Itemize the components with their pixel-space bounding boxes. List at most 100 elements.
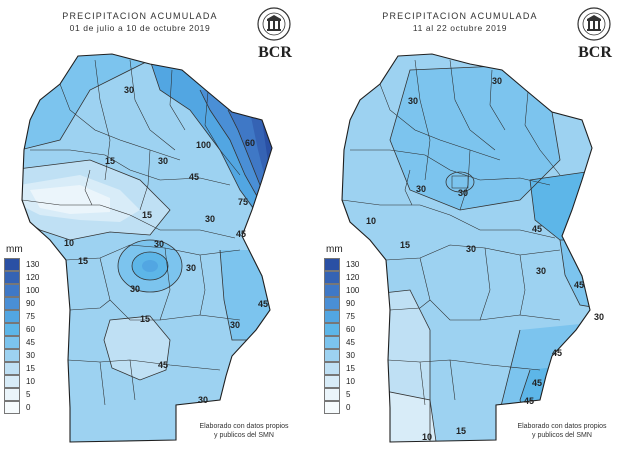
isoline-label: 30 — [416, 184, 426, 194]
isoline-label: 100 — [196, 140, 211, 150]
legend-label: 130 — [26, 260, 40, 269]
legend-unit: mm — [326, 244, 343, 255]
map-title: PRECIPITACION ACUMULADA — [62, 11, 218, 21]
isoline-label: 15 — [142, 210, 152, 220]
legend-label: 15 — [26, 364, 35, 373]
legend-item: 30 — [4, 349, 44, 362]
isoline-label: 30 — [594, 312, 604, 322]
legend-swatch — [324, 349, 340, 362]
isoline-label: 30 — [458, 188, 468, 198]
legend-swatch — [4, 258, 20, 271]
legend-label: 130 — [346, 260, 360, 269]
credit-line: Elaborado con datos propios — [199, 423, 289, 430]
legend-swatch — [4, 349, 20, 362]
brand-logo-text: BCR — [258, 44, 292, 61]
brand-logo-text: BCR — [578, 44, 612, 61]
legend-item: 0 — [4, 401, 44, 414]
isoline-label: 30 — [158, 156, 168, 166]
credit-note: Elaborado con datos propios y publicos d… — [492, 422, 632, 440]
legend-label: 5 — [26, 390, 31, 399]
legend-label: 10 — [346, 377, 355, 386]
legend-item: 75 — [4, 310, 44, 323]
legend-item: 0 — [324, 401, 364, 414]
legend-label: 120 — [346, 273, 360, 282]
isoline-label: 45 — [532, 224, 542, 234]
legend-label: 0 — [26, 403, 31, 412]
credit-line: y publicos del SMN — [214, 432, 274, 439]
legend-label: 45 — [26, 338, 35, 347]
credit-line: Elaborado con datos propios — [517, 423, 607, 430]
legend-item: 10 — [4, 375, 44, 388]
precipitation-map: 30 30 30 30 30 30 30 45 45 45 45 45 15 1… — [341, 53, 604, 443]
isoline-label: 15 — [78, 256, 88, 266]
legend-label: 120 — [26, 273, 40, 282]
legend-swatch — [324, 362, 340, 375]
legend-item: 120 — [324, 271, 364, 284]
bcr-seal-logo — [577, 7, 611, 41]
legend-item: 45 — [4, 336, 44, 349]
isoline-label: 15 — [105, 156, 115, 166]
isoline-label: 10 — [64, 238, 74, 248]
isoline-labels: 30 30 30 30 30 30 30 45 45 45 45 45 15 1… — [366, 76, 604, 442]
legend-swatch — [324, 323, 340, 336]
isoline-labels: 30 30 30 30 30 30 30 30 45 45 60 75 100 … — [64, 85, 268, 405]
legend-label: 100 — [26, 286, 40, 295]
legend-label: 5 — [346, 390, 351, 399]
legend-item: 60 — [324, 323, 364, 336]
isoline-label: 45 — [552, 348, 562, 358]
isoline-label: 30 — [466, 244, 476, 254]
legend-label: 60 — [346, 325, 355, 334]
isoline-label: 10 — [366, 216, 376, 226]
province-outline — [21, 53, 273, 443]
legend-swatch — [4, 323, 20, 336]
legend-swatch — [324, 336, 340, 349]
isoline-label: 15 — [140, 314, 150, 324]
isoline-label: 30 — [154, 239, 164, 249]
isoline-label: 30 — [408, 96, 418, 106]
legend-swatch — [4, 362, 20, 375]
province-outline — [341, 53, 593, 443]
isoline-label: 30 — [205, 214, 215, 224]
legend: mm 130 120 100 90 75 60 45 30 15 10 5 0 — [4, 244, 44, 414]
legend-swatch — [324, 284, 340, 297]
isoline-label: 15 — [456, 426, 466, 436]
legend-label: 10 — [26, 377, 35, 386]
isoline-label: 45 — [258, 299, 268, 309]
precipitation-map: 30 30 30 30 30 30 30 30 45 45 60 75 100 … — [21, 53, 273, 443]
legend-label: 75 — [346, 312, 355, 321]
legend-label: 45 — [346, 338, 355, 347]
legend-item: 130 — [4, 258, 44, 271]
legend-item: 120 — [4, 271, 44, 284]
map-subtitle: 01 de julio a 10 de octubre 2019 — [69, 23, 211, 33]
legend-label: 75 — [26, 312, 35, 321]
legend-item: 10 — [324, 375, 364, 388]
legend-item: 75 — [324, 310, 364, 323]
isoline-label: 15 — [400, 240, 410, 250]
legend-swatch — [4, 297, 20, 310]
legend-swatch — [4, 375, 20, 388]
legend-swatch — [4, 310, 20, 323]
isoline-label: 10 — [422, 432, 432, 442]
legend-label: 90 — [346, 299, 355, 308]
department-boundaries — [342, 59, 561, 406]
legend-swatch — [324, 271, 340, 284]
credit-line: y publicos del SMN — [532, 432, 592, 439]
isoline-label: 30 — [186, 263, 196, 273]
legend-item: 130 — [324, 258, 364, 271]
legend-swatch — [324, 375, 340, 388]
isoline-label: 60 — [245, 138, 255, 148]
legend-item: 15 — [4, 362, 44, 375]
map-subtitle: 11 al 22 octubre 2019 — [412, 23, 508, 33]
legend-item: 5 — [4, 388, 44, 401]
legend-label: 15 — [346, 364, 355, 373]
legend-swatch — [4, 284, 20, 297]
legend-item: 15 — [324, 362, 364, 375]
legend-label: 90 — [26, 299, 35, 308]
legend-label: 30 — [346, 351, 355, 360]
legend-item: 100 — [324, 284, 364, 297]
legend-label: 100 — [346, 286, 360, 295]
legend: mm 130 120 100 90 75 60 45 30 15 10 5 0 — [324, 244, 364, 414]
isoline-label: 45 — [524, 396, 534, 406]
isoline-label: 30 — [230, 320, 240, 330]
legend-label: 0 — [346, 403, 351, 412]
